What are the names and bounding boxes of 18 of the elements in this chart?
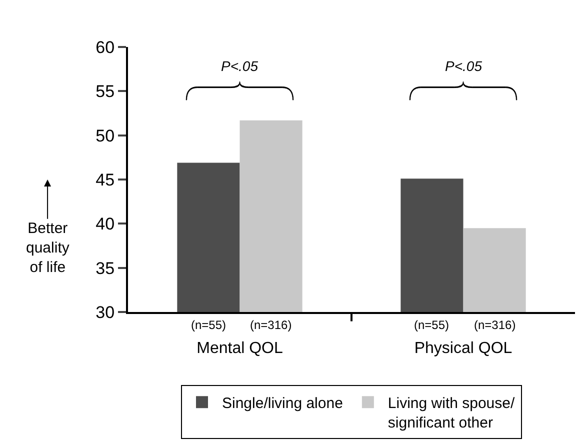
text: (n=55) <box>414 318 450 332</box>
annotation: P<.05 <box>221 58 258 74</box>
x-tick-label: Mental QOL <box>196 340 283 358</box>
y-tick-label: 50 <box>96 126 115 146</box>
text: (n=316) <box>250 318 292 332</box>
annotation: P<.05 <box>445 58 482 74</box>
y-axis-title: Better quality of life <box>26 220 70 276</box>
legend-label: Living with spouse/ significant other <box>388 394 516 432</box>
y-tick-label: 60 <box>96 38 115 57</box>
text: (n=316) <box>474 318 516 332</box>
y-tick-label: 55 <box>96 82 115 102</box>
y-tick-label: 30 <box>96 302 115 322</box>
y-tick-label: 45 <box>96 170 115 190</box>
x-tick-label: Physical QOL <box>414 340 512 358</box>
y-tick-label: 35 <box>96 258 115 278</box>
y-tick-label: 40 <box>96 214 115 234</box>
text: (n=55) <box>191 318 226 332</box>
legend-label: Single/living alone <box>222 394 343 412</box>
